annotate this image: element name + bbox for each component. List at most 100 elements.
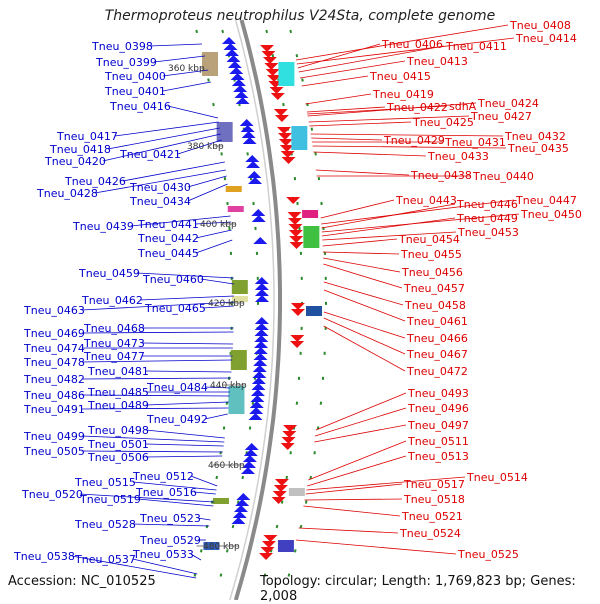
minus-strand-arrow (253, 237, 268, 244)
minus-strand-arrow (239, 119, 254, 126)
gene-label-right: Tneu_0467 (406, 348, 468, 361)
gene-label-right: Tneu_0414 (515, 32, 577, 45)
plus-strand-arrow (270, 93, 285, 100)
plus-strand-arrow (287, 212, 302, 219)
plus-strand-arrow (273, 109, 288, 116)
gene-label-right: Tneu_0438 (410, 169, 472, 182)
minus-strand-arrow (231, 517, 246, 524)
minus-strand-arrow (234, 91, 249, 98)
gene-label-right: Tneu_0447 (515, 194, 577, 207)
minus-strand-arrow (254, 341, 269, 348)
leader-line-right (323, 281, 404, 306)
leader-line-right (308, 440, 407, 481)
gene-label-left: Tneu_0463 (23, 304, 85, 317)
gene-features (201, 37, 322, 560)
plus-strand-arrow (263, 535, 278, 542)
minus-strand-arrow (251, 383, 266, 390)
gene-label-left: Tneu_0400 (104, 70, 166, 83)
leader-line-right (315, 392, 407, 431)
gene-label-left: Tneu_0491 (23, 403, 85, 416)
gene-label-left: Tneu_0439 (72, 220, 134, 233)
gene-label-left: Tneu_0418 (49, 143, 111, 156)
leader-line-left (162, 81, 211, 92)
gene-label-left: Tneu_0528 (74, 518, 136, 531)
gene-label-right: Tneu_0413 (406, 55, 468, 68)
minus-strand-arrow (251, 215, 266, 222)
plus-strand-arrow (259, 553, 273, 560)
feature-block (278, 62, 295, 86)
leader-line-left (145, 429, 225, 439)
leader-line-left (137, 498, 214, 507)
gene-label-left: Tneu_0421 (119, 148, 181, 161)
plus-strand-arrow (290, 341, 305, 348)
gene-label-left: Tneu_0442 (137, 232, 199, 245)
gene-label-right: Tneu_0455 (400, 248, 462, 261)
gene-label-left: Tneu_0538 (13, 550, 75, 563)
leader-line-right (299, 60, 406, 79)
leader-line-right (314, 407, 407, 437)
leader-line-left (132, 523, 210, 527)
leader-line-left (132, 481, 217, 491)
gene-label-right: Tneu_0450 (520, 208, 582, 221)
gene-label-right: Tneu_0525 (457, 548, 519, 561)
feature-block (231, 280, 248, 294)
leader-line-right (323, 263, 403, 289)
gene-label-left: Tneu_0506 (87, 451, 149, 464)
plus-strand-arrow (265, 69, 280, 76)
gene-label-left: Tneu_0529 (139, 534, 201, 547)
minus-strand-arrow (251, 377, 266, 384)
gene-label-right: Tneu_0493 (407, 387, 469, 400)
gene-label-left: Tneu_0486 (23, 389, 85, 402)
label-leader-lines (71, 24, 520, 579)
leader-line-left (81, 331, 234, 334)
minus-strand-arrow (246, 161, 261, 168)
plus-strand-arrow (286, 197, 301, 204)
gene-label-left: Tneu_0477 (83, 350, 145, 363)
leader-line-right (306, 476, 466, 491)
minus-strand-arrow (252, 365, 267, 372)
gene-label-left: Tneu_0462 (81, 294, 143, 307)
leader-line-left (81, 435, 225, 443)
plus-strand-arrow (273, 485, 288, 492)
plus-strand-arrow (290, 335, 305, 342)
leader-line-right (310, 133, 504, 137)
gene-label-left: Tneu_0498 (87, 424, 149, 437)
gene-label-right: Tneu_0411 (445, 40, 507, 53)
plus-strand-arrow (281, 437, 296, 444)
leader-line-right (312, 145, 507, 149)
plus-strand-arrow (262, 57, 277, 64)
kbp-marker-label: 440 kbp (210, 381, 247, 391)
minus-strand-arrow (240, 125, 255, 132)
plus-strand-arrow (290, 303, 305, 310)
plus-strand-arrow (260, 45, 275, 52)
feature-block (212, 498, 229, 504)
kbp-marker-label: 420 kbp (208, 299, 245, 309)
leader-line-left (71, 555, 197, 579)
leader-line-left (187, 175, 227, 188)
gene-label-left: Tneu_0416 (109, 100, 171, 113)
leader-line-right (296, 37, 515, 65)
gene-label-left: Tneu_0485 (87, 386, 149, 399)
leader-line-left (193, 491, 216, 495)
leader-line-left (114, 121, 219, 137)
minus-strand-arrow (224, 49, 239, 56)
leader-line-right (309, 121, 412, 127)
minus-strand-arrow (253, 347, 268, 354)
gene-label-right: Tneu_0427 (470, 110, 532, 123)
gene-label-left: Tneu_0505 (23, 445, 85, 458)
leader-line-left (81, 407, 229, 410)
minus-strand-arrow (236, 493, 251, 500)
plus-strand-arrow (278, 139, 293, 146)
plus-strand-arrow (261, 541, 276, 548)
leader-line-left (187, 183, 228, 202)
gene-label-right: Tneu_0443 (395, 194, 457, 207)
leader-line-right (304, 498, 403, 501)
gene-label-right: Tneu_0513 (407, 450, 469, 463)
gene-label-right: Tneu_0446 (456, 198, 518, 211)
minus-strand-arrow (232, 511, 247, 518)
minus-strand-arrow (249, 407, 264, 414)
leader-line-right (321, 203, 456, 229)
leader-line-right (295, 24, 509, 61)
gene-label-left: Tneu_0499 (23, 430, 85, 443)
gene-label-right: Tneu_0406 (381, 38, 443, 51)
